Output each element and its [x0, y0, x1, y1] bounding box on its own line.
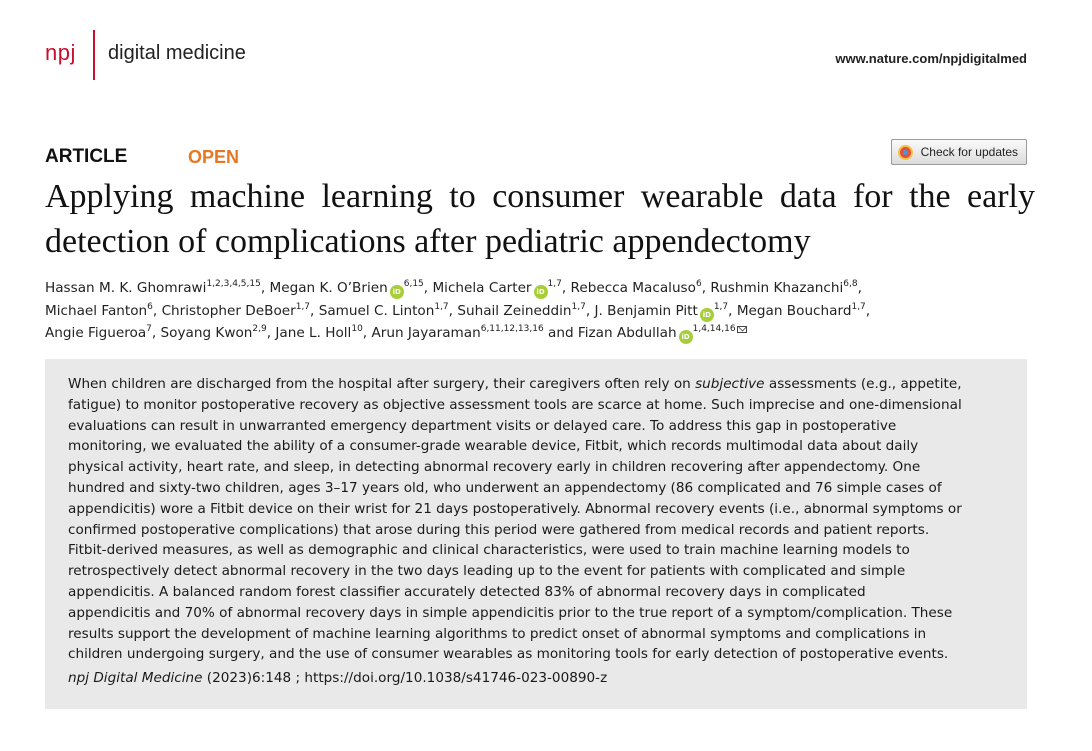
abstract-text: When children are discharged from the ho… [68, 374, 1005, 665]
orcid-icon[interactable]: iD [678, 330, 693, 344]
author-name[interactable]: Rushmin Khazanchi [710, 280, 844, 296]
orcid-icon[interactable]: iD [699, 307, 714, 322]
check-for-updates-button[interactable]: Check for updates [890, 139, 1027, 165]
author-name[interactable]: Christopher DeBoer [161, 302, 296, 319]
author-affiliations[interactable]: 1,7 [571, 301, 586, 312]
journal-name[interactable]: digital medicine [108, 42, 246, 64]
check-for-updates-label: Check for updates [920, 145, 1018, 159]
author-name[interactable]: Rebecca Macaluso [570, 280, 696, 296]
author-name[interactable]: Suhail Zeineddin [457, 302, 572, 319]
article-title: Applying machine learning to consumer we… [45, 178, 1035, 260]
orcid-icon[interactable]: iD [389, 285, 404, 299]
abstract-line: Fitbit-derived measures, as well as demo… [68, 542, 910, 559]
author-affiliations[interactable]: 7 [146, 324, 152, 334]
author-affiliations[interactable]: 6 [695, 279, 702, 289]
article-type-label: ARTICLE [45, 146, 128, 167]
author-affiliations[interactable]: 1,7 [713, 301, 729, 312]
author-affiliations[interactable]: 1,7 [547, 279, 562, 289]
abstract-line: appendicitis. A balanced random forest c… [68, 583, 866, 600]
author-name[interactable]: Angie Figueroa [45, 325, 147, 341]
journal-logo[interactable]: npj [45, 40, 76, 65]
author-name[interactable]: Hassan M. K. Ghomrawi [45, 280, 207, 296]
author-name[interactable]: Michael Fanton [45, 302, 148, 319]
email-icon[interactable] [736, 326, 747, 333]
author-affiliations[interactable]: 1,2,3,4,5,15 [206, 279, 261, 289]
abstract-line: physical activity, heart rate, and sleep… [68, 459, 921, 476]
author-affiliations[interactable]: 1,7 [851, 301, 866, 312]
abstract-line: When children are discharged from the ho… [68, 376, 962, 392]
author-name[interactable]: Fizan Abdullah [577, 325, 677, 341]
abstract-line: appendicitis) wore a Fitbit device on th… [68, 500, 962, 517]
author-affiliations[interactable]: 1,7 [434, 301, 449, 312]
abstract-panel: When children are discharged from the ho… [45, 359, 1027, 709]
abstract-line: children undergoing surgery, and the use… [68, 646, 949, 663]
author-name[interactable]: Jane L. Holl [275, 325, 352, 341]
author-affiliations[interactable]: 6,15 [403, 279, 424, 289]
citation-details[interactable]: (2023)6:148 ; https://doi.org/10.1038/s4… [202, 670, 608, 687]
journal-header: npj digital medicine www.nature.com/npjd… [45, 30, 1027, 80]
citation-line: npj Digital Medicine (2023)6:148 ; https… [68, 670, 1005, 686]
author-affiliations[interactable]: 6,11,12,13,16 [480, 324, 544, 334]
abstract-line: fatigue) to monitor postoperative recove… [68, 396, 962, 413]
author-affiliations[interactable]: 1,4,14,16 [692, 324, 736, 334]
author-name[interactable]: Soyang Kwon [160, 325, 253, 341]
logo-divider [93, 30, 95, 80]
citation-journal: npj Digital Medicine [68, 670, 203, 687]
site-url-link[interactable]: www.nature.com/npjdigitalmed [835, 51, 1027, 66]
author-affiliations[interactable]: 10 [351, 324, 363, 334]
article-type-row: ARTICLE OPEN Check for updates [45, 139, 1027, 170]
author-name[interactable]: Megan K. O’Brien [269, 280, 388, 296]
abstract-line: monitoring, we evaluated the ability of … [68, 438, 919, 455]
abstract-line: appendicitis and 70% of abnormal recover… [68, 604, 953, 621]
author-affiliations[interactable]: 6 [147, 301, 153, 312]
abstract-line: retrospectively detect abnormal recovery… [68, 563, 906, 580]
author-affiliations[interactable]: 6,8 [843, 279, 858, 289]
author-name[interactable]: Michela Carter [432, 280, 532, 296]
author-line: Angie Figueroa7, Soyang Kwon2,9, Jane L.… [45, 322, 1035, 345]
author-name[interactable]: Arun Jayaraman [371, 325, 481, 341]
orcid-icon[interactable]: iD [533, 285, 548, 299]
abstract-line: hundred and sixty-two children, ages 3–1… [68, 479, 942, 496]
author-list: Hassan M. K. Ghomrawi1,2,3,4,5,15, Megan… [45, 277, 1035, 345]
author-affiliations[interactable]: 1,7 [295, 301, 311, 312]
abstract-line: confirmed postoperative complications) t… [68, 521, 930, 538]
open-access-label: OPEN [188, 147, 240, 167]
author-name[interactable]: Megan Bouchard [736, 302, 852, 319]
author-name[interactable]: Samuel C. Linton [318, 302, 435, 319]
abstract-line: results support the development of machi… [68, 625, 927, 642]
crossmark-icon [897, 144, 913, 160]
author-name[interactable]: J. Benjamin Pitt [594, 302, 698, 319]
emphasis-text: subjective [695, 376, 765, 392]
author-line: Hassan M. K. Ghomrawi1,2,3,4,5,15, Megan… [45, 277, 1035, 300]
author-affiliations[interactable]: 2,9 [252, 324, 267, 334]
author-line: Michael Fanton6, Christopher DeBoer1,7, … [45, 300, 1035, 323]
abstract-line: evaluations can result in unwarranted em… [68, 417, 897, 434]
